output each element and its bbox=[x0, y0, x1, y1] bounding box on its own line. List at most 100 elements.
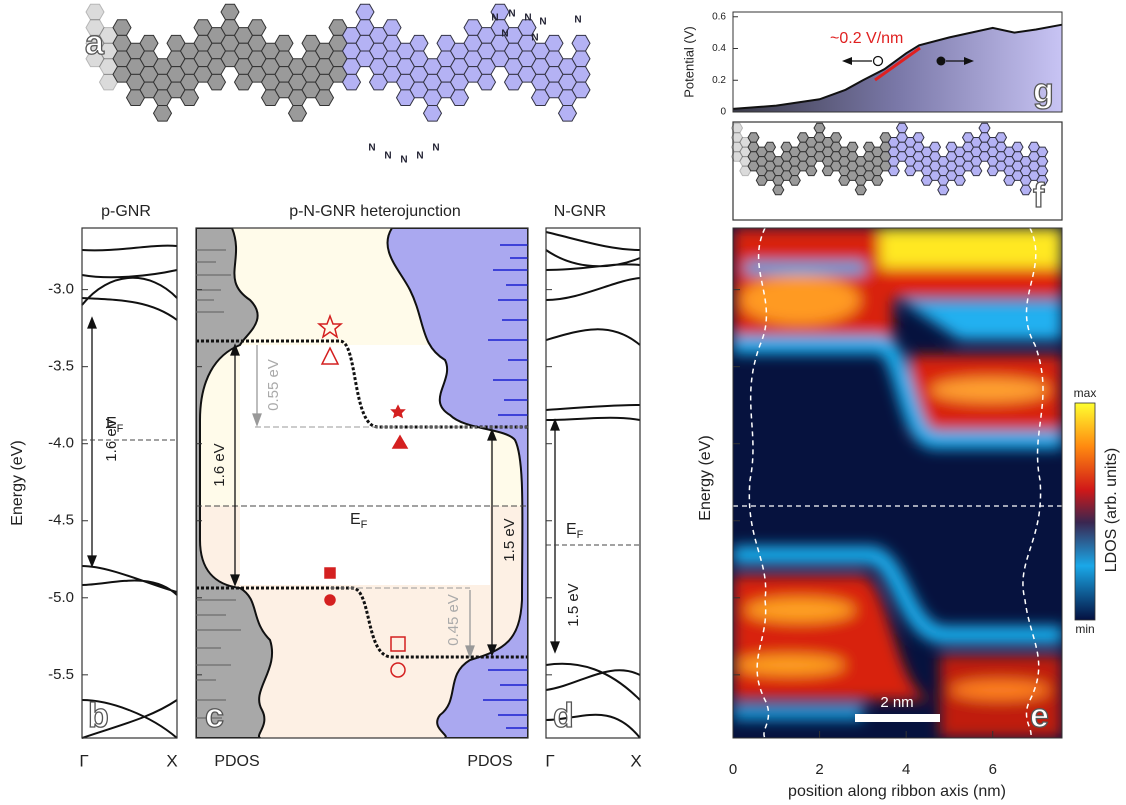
colorbar-min: min bbox=[1075, 622, 1094, 636]
hexagon bbox=[113, 20, 131, 36]
colorbar-max: max bbox=[1074, 386, 1097, 400]
fermi-label: EF bbox=[566, 521, 584, 541]
ldos-map bbox=[733, 228, 1062, 738]
nitrogen-label: N bbox=[501, 29, 508, 40]
x-label: PDOS bbox=[214, 753, 259, 770]
hexagon bbox=[748, 133, 759, 143]
hexagon bbox=[1020, 185, 1031, 195]
hexagon bbox=[913, 133, 924, 143]
x-tick-label: 6 bbox=[989, 761, 997, 778]
fermi-sub: F bbox=[361, 519, 368, 531]
x-tick-label: 2 bbox=[815, 761, 823, 778]
panel-title: p-GNR bbox=[101, 203, 151, 220]
colorbar bbox=[1075, 403, 1095, 620]
hexagon bbox=[572, 82, 590, 98]
hexagon bbox=[559, 106, 577, 122]
hexagon bbox=[275, 35, 293, 51]
y-tick-label: -5.0 bbox=[48, 589, 74, 606]
x-label: Γ bbox=[79, 751, 88, 770]
hexagon bbox=[1012, 142, 1023, 152]
nitrogen-label: N bbox=[400, 155, 407, 166]
hexagon bbox=[140, 35, 158, 51]
y-tick-label: -5.5 bbox=[48, 666, 74, 683]
hexagon bbox=[930, 142, 941, 152]
y-tick-label: -4.0 bbox=[48, 435, 74, 452]
pdos-panel bbox=[196, 228, 528, 738]
hexagon bbox=[545, 35, 563, 51]
hexagon bbox=[765, 142, 776, 152]
nitrogen-label: N bbox=[384, 151, 391, 162]
x-tick-label: 0 bbox=[729, 761, 737, 778]
hexagon bbox=[806, 166, 817, 176]
hexagon bbox=[732, 123, 743, 133]
hexagon bbox=[181, 90, 199, 106]
hexagon bbox=[383, 20, 401, 36]
hexagon bbox=[855, 185, 866, 195]
hexagon bbox=[478, 74, 496, 90]
nitrogen-label: N bbox=[539, 17, 546, 28]
nitrogen-label: N bbox=[531, 33, 538, 44]
nitrogen-label: N bbox=[491, 13, 498, 24]
panel-label: c bbox=[205, 697, 224, 735]
hexagon bbox=[954, 176, 965, 186]
y-tick-label: 0.2 bbox=[712, 75, 726, 86]
hexagon bbox=[572, 35, 590, 51]
fermi-main: E bbox=[566, 521, 577, 538]
x-tick-label: 4 bbox=[902, 761, 910, 778]
ribbon bbox=[86, 4, 590, 121]
hexagon bbox=[289, 106, 307, 122]
gap-label: 1.5 eV bbox=[501, 518, 518, 561]
panel-label: a bbox=[85, 24, 105, 62]
hexagon bbox=[872, 176, 883, 186]
axis-label: Energy (eV) bbox=[9, 440, 26, 525]
hexagon bbox=[996, 133, 1007, 143]
y-tick-label: -3.5 bbox=[48, 358, 74, 375]
panel-title: p-N-GNR heterojunction bbox=[289, 203, 461, 220]
hexagon bbox=[451, 90, 469, 106]
annotation: ~0.2 V/nm bbox=[830, 30, 903, 47]
ribbon bbox=[732, 123, 1048, 195]
hexagon bbox=[154, 106, 172, 122]
x-label: PDOS bbox=[467, 753, 512, 770]
y-tick-label: 0 bbox=[720, 107, 726, 118]
panel-label: g bbox=[1033, 72, 1054, 110]
gap-label: 1.5 eV bbox=[565, 583, 582, 626]
hexagon bbox=[979, 123, 990, 133]
hole bbox=[874, 57, 883, 66]
y-tick-label: 0.6 bbox=[712, 11, 726, 22]
scale-bar-label: 2 nm bbox=[880, 694, 913, 711]
nitrogen-label: N bbox=[416, 151, 423, 162]
y-tick-label: 0.4 bbox=[712, 43, 726, 54]
hexagon bbox=[773, 185, 784, 195]
hexagon bbox=[410, 35, 428, 51]
hexagon bbox=[86, 4, 104, 20]
hexagon bbox=[1037, 157, 1048, 167]
y-tick-label: -4.5 bbox=[48, 512, 74, 529]
hexagon bbox=[221, 4, 239, 20]
hexagon bbox=[572, 51, 590, 67]
arrow-head bbox=[842, 57, 852, 65]
hexagon bbox=[572, 67, 590, 83]
nitrogen-label: N bbox=[508, 9, 515, 20]
gap-label: 0.55 eV bbox=[265, 359, 282, 411]
hexagon bbox=[343, 74, 361, 90]
hexagon bbox=[248, 20, 266, 36]
hexagon bbox=[208, 74, 226, 90]
axis-label: Potential (V) bbox=[681, 26, 696, 98]
panel-title: N-GNR bbox=[554, 203, 606, 220]
figure: p-GNR p-N-GNR heterojunction N-GNR Energ… bbox=[0, 0, 1126, 805]
panel-label: f bbox=[1033, 177, 1045, 215]
nitrogen-label: N bbox=[432, 143, 439, 154]
hexagon bbox=[831, 133, 842, 143]
axis-label: position along ribbon axis (nm) bbox=[788, 783, 1006, 800]
hexagon bbox=[316, 90, 334, 106]
hexagon bbox=[1037, 166, 1048, 176]
hexagon bbox=[814, 123, 825, 133]
hexagon bbox=[888, 166, 899, 176]
y-tick-label: -3.0 bbox=[48, 281, 74, 298]
panel-label: b bbox=[88, 697, 109, 735]
x-label: X bbox=[630, 751, 641, 770]
panel-label: d bbox=[553, 697, 574, 735]
hexagon bbox=[789, 176, 800, 186]
gap-label: 1.6 eV bbox=[211, 443, 228, 486]
